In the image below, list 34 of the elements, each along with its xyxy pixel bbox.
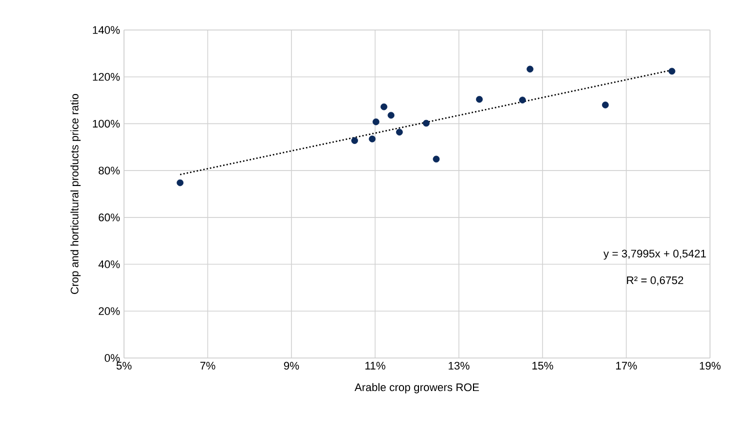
y-tick-label: 60%	[98, 214, 120, 222]
x-tick-label: 17%	[616, 362, 637, 370]
y-tick-label: 120%	[92, 72, 120, 81]
y-tick-label: 140%	[92, 26, 120, 34]
point	[519, 96, 526, 104]
annotation: R² = 0,6752	[627, 276, 684, 286]
x-axis-title: Arable crop growers ROE	[354, 383, 479, 394]
point	[380, 103, 388, 110]
x-tick-label: 15%	[532, 362, 554, 370]
x-tick-label: 7%	[200, 362, 216, 370]
point	[526, 66, 534, 73]
x-tick-label: 5%	[116, 362, 132, 370]
x-tick-label: 13%	[448, 362, 470, 370]
y-tick-label: 20%	[98, 307, 120, 316]
x-tick-label: 19%	[700, 362, 721, 370]
x-tick-label: 9%	[284, 362, 299, 370]
y-tick-label: 100%	[92, 120, 120, 128]
point	[372, 118, 380, 126]
point	[176, 179, 184, 186]
point	[422, 120, 430, 127]
point	[668, 68, 676, 75]
point	[602, 102, 609, 108]
annotation: y = 3,7995x + 0,5421	[603, 250, 706, 260]
y-tick-label: 80%	[98, 166, 120, 174]
point	[432, 156, 440, 162]
y-tick-label: 0%	[104, 354, 120, 362]
point	[388, 112, 394, 119]
point	[351, 137, 358, 144]
point	[368, 136, 376, 142]
y-axis-title: Crop and horticultural products price ratio	[70, 94, 81, 294]
point	[476, 96, 483, 103]
y-tick-label: 40%	[98, 260, 120, 268]
point	[396, 128, 403, 136]
x-tick-label: 11%	[365, 362, 386, 370]
